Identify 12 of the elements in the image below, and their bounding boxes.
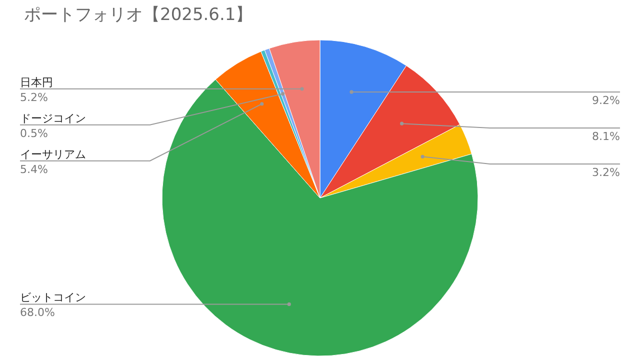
slice-label: ビットコイン xyxy=(20,291,86,304)
data-label: 3.2% xyxy=(592,166,620,179)
data-label: 8.1% xyxy=(592,130,620,143)
slice-label: イーサリアム xyxy=(20,148,86,161)
data-label: 68.0% xyxy=(20,306,55,320)
data-label: 0.5% xyxy=(20,126,48,140)
chart-title: ポートフォリオ【2025.6.1】 xyxy=(24,5,253,25)
data-label: 5.2% xyxy=(20,90,48,104)
slice-label: 日本円 xyxy=(20,76,53,89)
slice-label: ドージコイン xyxy=(20,112,86,125)
data-label: 9.2% xyxy=(592,94,620,107)
data-label: 5.4% xyxy=(20,162,48,176)
